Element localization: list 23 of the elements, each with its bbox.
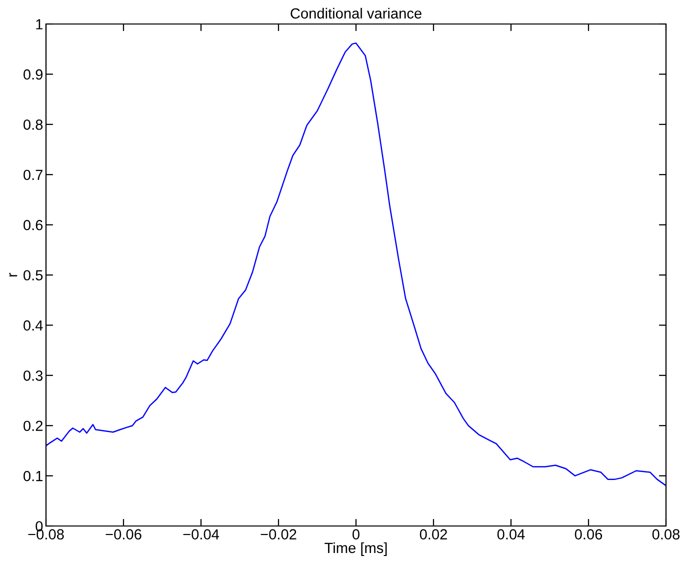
y-tick-label: 1: [36, 19, 43, 30]
y-tick-label: 0.8: [24, 120, 43, 130]
y-tick-label: 0.9: [24, 69, 43, 80]
line-series: [46, 42, 666, 486]
x-tick-label: 0.02: [420, 529, 447, 540]
y-tick-label: 0.7: [24, 170, 42, 180]
y-tick-label: 0.5: [24, 270, 43, 280]
x-tick-label: 0: [352, 529, 360, 540]
y-tick-label: 0.6: [24, 220, 43, 230]
x-tick-label: −0.08: [28, 529, 64, 540]
x-tick-label: −0.04: [183, 529, 220, 540]
x-tick-label: −0.06: [106, 529, 142, 540]
x-tick-label: 0.06: [574, 529, 602, 540]
y-tick-label: 0.2: [24, 420, 42, 432]
y-axis-title: r: [9, 272, 18, 276]
x-tick-label: −0.02: [260, 529, 296, 540]
x-tick-label: 0.08: [652, 529, 680, 540]
y-tick-label: 0.3: [24, 370, 43, 381]
y-tick-label: 0.4: [24, 320, 43, 331]
x-axis-title: Time [ms]: [324, 542, 387, 556]
y-tick-label: 0.1: [24, 470, 43, 482]
chart-title: Conditional variance: [290, 8, 422, 19]
x-tick-label: 0.04: [497, 529, 525, 540]
